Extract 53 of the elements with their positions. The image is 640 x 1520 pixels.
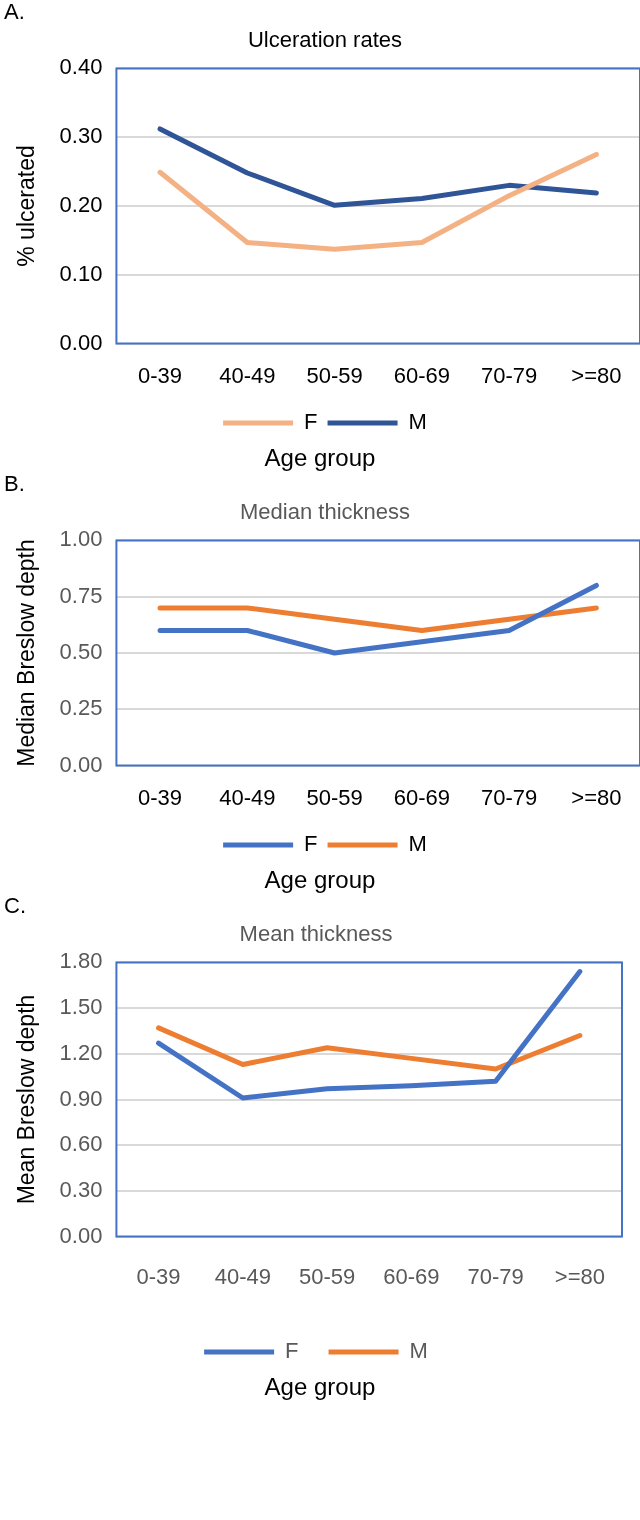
x-tick-label: 70-79 — [480, 784, 538, 810]
y-axis-title: Median Breslow depth — [13, 539, 40, 767]
text: C. — [3, 893, 27, 918]
x-tick-label: 50-59 — [306, 784, 363, 810]
x-axis-title: Age group — [263, 1373, 377, 1401]
x-tick-label: 0-39 — [136, 1263, 181, 1289]
y-tick-label: 0.60 — [59, 1131, 103, 1157]
chart-title: Median thickness — [240, 499, 410, 525]
legend-label: F — [304, 831, 318, 857]
x-tick-label: 70-79 — [480, 362, 538, 388]
x-tick-label: 40-49 — [219, 784, 276, 810]
x-axis-title: Age group — [263, 866, 377, 894]
y-tick-label: 0.25 — [59, 695, 103, 721]
x-tick-label: 50-59 — [298, 1263, 356, 1289]
x-tick-label: 0-39 — [138, 784, 183, 810]
y-tick-label: 0.30 — [59, 123, 103, 149]
legend-label: M — [409, 1338, 428, 1364]
x-tick-label: 0-39 — [138, 362, 183, 388]
y-tick-label: 1.80 — [59, 948, 103, 974]
chart-title: Mean thickness — [239, 921, 393, 947]
x-tick-label: >=80 — [571, 784, 622, 810]
x-tick-label: 50-59 — [306, 362, 363, 388]
y-tick-label: 0.75 — [59, 582, 103, 608]
y-tick-label: 0.90 — [59, 1085, 103, 1111]
y-tick-label: 0.00 — [59, 751, 103, 777]
y-axis-title: % ulcerated — [13, 145, 40, 267]
x-tick-label: 40-49 — [219, 362, 276, 388]
x-tick-label: >=80 — [571, 362, 622, 388]
chart-title: Ulceration rates — [247, 27, 403, 53]
y-tick-label: 0.20 — [59, 192, 103, 218]
y-tick-label: 1.20 — [59, 1039, 103, 1065]
y-tick-label: 0.00 — [59, 1222, 103, 1248]
x-axis-title: Age group — [263, 444, 377, 472]
x-tick-label: 40-49 — [214, 1263, 271, 1289]
y-axis-title: Mean Breslow depth — [13, 994, 40, 1205]
text: B. — [3, 471, 26, 496]
x-tick-label: 60-69 — [383, 1263, 440, 1289]
text: A. — [3, 0, 26, 24]
y-tick-label: 1.50 — [59, 994, 103, 1020]
legend-label: M — [408, 831, 427, 857]
x-tick-label: 70-79 — [467, 1263, 524, 1289]
legend-label: F — [304, 409, 318, 435]
x-tick-label: 60-69 — [393, 784, 450, 810]
y-tick-label: 0.40 — [59, 54, 103, 80]
x-tick-label: 60-69 — [393, 362, 450, 388]
legend-label: F — [285, 1338, 299, 1364]
y-tick-label: 1.00 — [59, 526, 103, 552]
y-tick-label: 0.10 — [59, 260, 103, 286]
legend-label: M — [408, 409, 427, 435]
y-tick-label: 0.50 — [59, 639, 103, 665]
y-tick-label: 0.00 — [59, 329, 103, 355]
y-tick-label: 0.30 — [59, 1176, 103, 1202]
x-tick-label: >=80 — [554, 1263, 605, 1289]
